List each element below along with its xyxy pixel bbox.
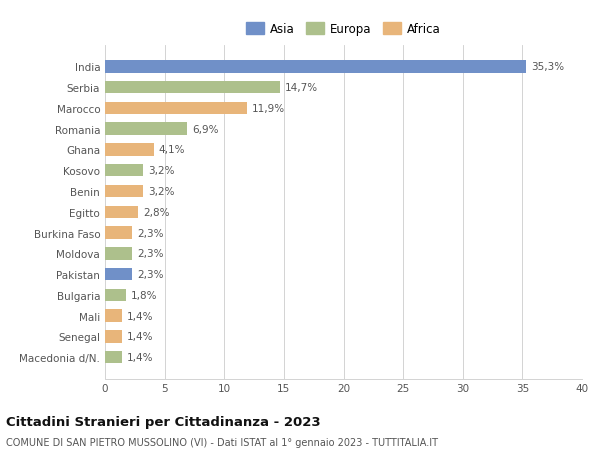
Bar — [105, 330, 122, 343]
Bar — [105, 165, 143, 177]
Text: 1,4%: 1,4% — [127, 311, 153, 321]
Text: Cittadini Stranieri per Cittadinanza - 2023: Cittadini Stranieri per Cittadinanza - 2… — [6, 415, 320, 428]
Bar — [105, 310, 122, 322]
Bar — [105, 144, 154, 157]
Bar — [105, 247, 133, 260]
Bar — [105, 61, 526, 73]
Text: 2,3%: 2,3% — [137, 249, 164, 259]
Text: 14,7%: 14,7% — [285, 83, 318, 93]
Bar — [105, 206, 139, 218]
Bar — [105, 123, 187, 135]
Text: 35,3%: 35,3% — [531, 62, 564, 72]
Text: 1,8%: 1,8% — [131, 290, 158, 300]
Legend: Asia, Europa, Africa: Asia, Europa, Africa — [242, 18, 445, 41]
Text: 2,3%: 2,3% — [137, 269, 164, 280]
Text: 6,9%: 6,9% — [192, 124, 218, 134]
Bar — [105, 102, 247, 115]
Bar — [105, 289, 127, 302]
Text: 4,1%: 4,1% — [158, 145, 185, 155]
Text: COMUNE DI SAN PIETRO MUSSOLINO (VI) - Dati ISTAT al 1° gennaio 2023 - TUTTITALIA: COMUNE DI SAN PIETRO MUSSOLINO (VI) - Da… — [6, 437, 438, 447]
Text: 11,9%: 11,9% — [251, 104, 285, 114]
Bar — [105, 227, 133, 239]
Bar — [105, 185, 143, 198]
Text: 3,2%: 3,2% — [148, 186, 175, 196]
Text: 3,2%: 3,2% — [148, 166, 175, 176]
Text: 1,4%: 1,4% — [127, 353, 153, 362]
Text: 2,3%: 2,3% — [137, 228, 164, 238]
Text: 1,4%: 1,4% — [127, 331, 153, 341]
Text: 2,8%: 2,8% — [143, 207, 170, 217]
Bar — [105, 268, 133, 280]
Bar — [105, 82, 280, 94]
Bar — [105, 351, 122, 364]
